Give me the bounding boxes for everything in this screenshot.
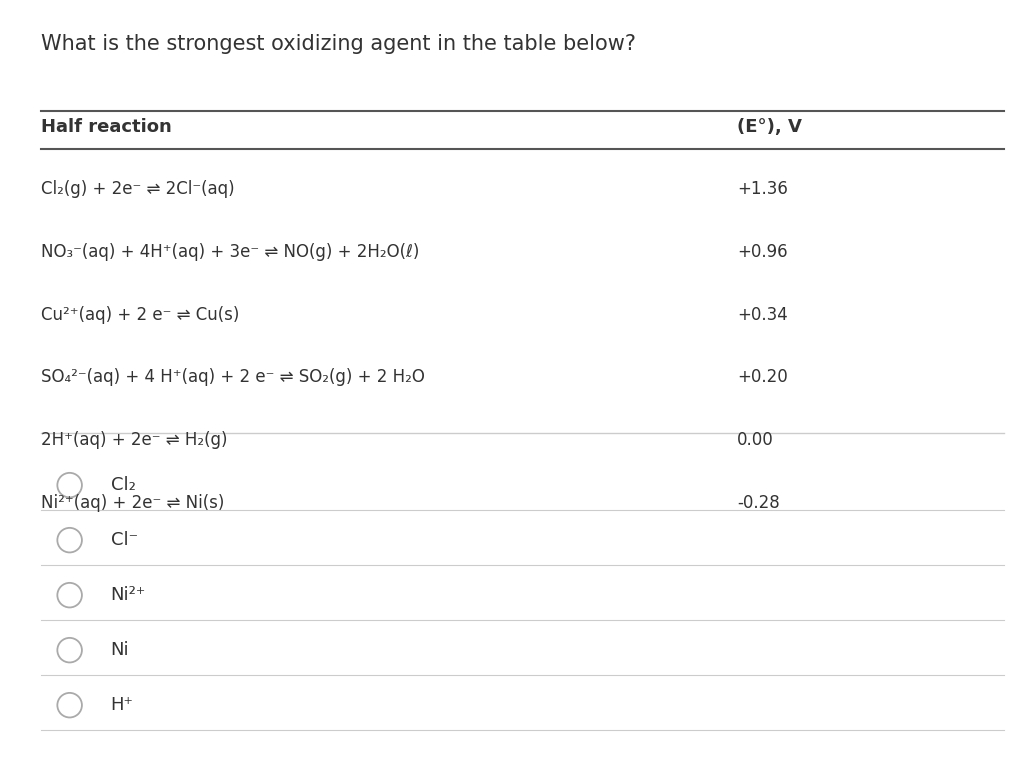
Text: H⁺: H⁺ bbox=[111, 696, 133, 714]
Text: 0.00: 0.00 bbox=[737, 431, 774, 449]
Text: Cl⁻: Cl⁻ bbox=[111, 531, 137, 549]
Text: NO₃⁻(aq) + 4H⁺(aq) + 3e⁻ ⇌ NO(g) + 2H₂O(ℓ): NO₃⁻(aq) + 4H⁺(aq) + 3e⁻ ⇌ NO(g) + 2H₂O(… bbox=[41, 243, 420, 261]
Text: Ni²⁺: Ni²⁺ bbox=[111, 586, 145, 604]
Text: +0.20: +0.20 bbox=[737, 368, 788, 387]
Text: 2H⁺(aq) + 2e⁻ ⇌ H₂(g): 2H⁺(aq) + 2e⁻ ⇌ H₂(g) bbox=[41, 431, 227, 449]
Text: Ni²⁺(aq) + 2e⁻ ⇌ Ni(s): Ni²⁺(aq) + 2e⁻ ⇌ Ni(s) bbox=[41, 494, 224, 512]
Text: SO₄²⁻(aq) + 4 H⁺(aq) + 2 e⁻ ⇌ SO₂(g) + 2 H₂O: SO₄²⁻(aq) + 4 H⁺(aq) + 2 e⁻ ⇌ SO₂(g) + 2… bbox=[41, 368, 425, 387]
Text: Cl₂: Cl₂ bbox=[111, 476, 135, 494]
Text: Ni: Ni bbox=[111, 641, 129, 659]
Text: -0.28: -0.28 bbox=[737, 494, 780, 512]
Text: +0.34: +0.34 bbox=[737, 306, 788, 324]
Text: +0.96: +0.96 bbox=[737, 243, 787, 261]
Text: Cu²⁺(aq) + 2 e⁻ ⇌ Cu(s): Cu²⁺(aq) + 2 e⁻ ⇌ Cu(s) bbox=[41, 306, 240, 324]
Text: Cl₂(g) + 2e⁻ ⇌ 2Cl⁻(aq): Cl₂(g) + 2e⁻ ⇌ 2Cl⁻(aq) bbox=[41, 180, 234, 199]
Text: (E°), V: (E°), V bbox=[737, 118, 802, 137]
Text: +1.36: +1.36 bbox=[737, 180, 788, 199]
Text: Half reaction: Half reaction bbox=[41, 118, 172, 137]
Text: What is the strongest oxidizing agent in the table below?: What is the strongest oxidizing agent in… bbox=[41, 34, 636, 54]
